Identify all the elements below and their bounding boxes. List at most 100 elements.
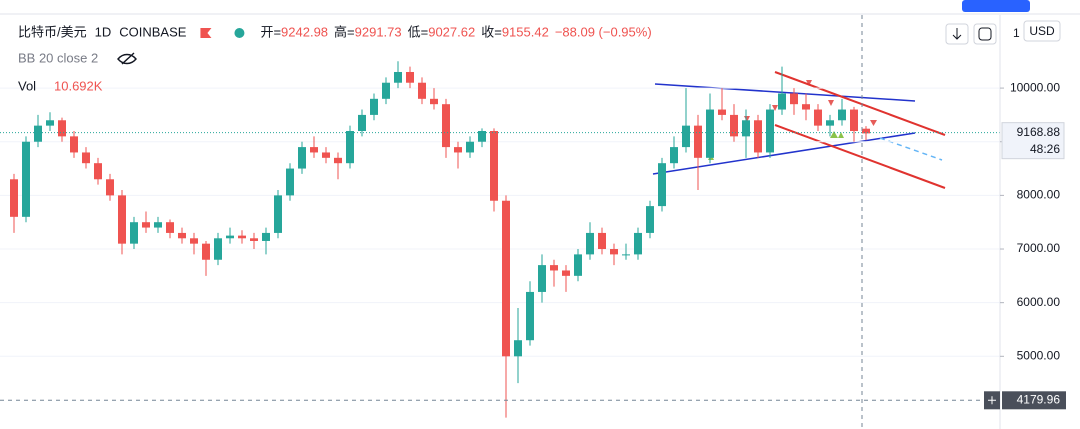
candle-body	[454, 147, 462, 153]
candle-body	[778, 93, 786, 110]
candle-body	[262, 232, 270, 241]
plus-icon	[988, 396, 996, 405]
candle-body	[142, 222, 150, 228]
ohlc-label: 高=	[334, 24, 355, 39]
candle-body	[94, 163, 102, 180]
ohlc-label: 低=	[408, 24, 429, 39]
candle-body	[382, 82, 390, 99]
trend-line	[654, 83, 916, 102]
candle-body	[634, 232, 642, 255]
candle-body	[658, 163, 666, 207]
candle-body	[214, 238, 222, 260]
candle-body	[610, 249, 618, 255]
candle-body	[430, 98, 438, 105]
candle-body	[682, 125, 690, 148]
currency-button[interactable]	[1023, 20, 1061, 42]
candle-body	[574, 254, 582, 276]
flag-icon	[200, 28, 212, 38]
hide-icon[interactable]	[117, 52, 137, 65]
candle-body	[526, 291, 534, 341]
candle-body	[154, 222, 162, 228]
candle-body	[406, 71, 414, 83]
candle-body	[178, 232, 186, 239]
candle-body	[418, 82, 426, 99]
volume-label: Vol	[18, 78, 36, 93]
candle-body	[850, 109, 858, 132]
candle-body	[766, 109, 774, 153]
price-axis	[1000, 15, 1080, 429]
candle-body	[346, 131, 354, 164]
candle-body	[286, 168, 294, 196]
candle-body	[718, 109, 726, 115]
crosshair-box	[1002, 391, 1066, 410]
candle-body	[598, 232, 606, 250]
candle-body	[802, 104, 810, 110]
candle-body	[58, 120, 66, 137]
ohlc-label: 收=	[481, 24, 502, 39]
axis-unit-marker: 1	[1013, 26, 1020, 40]
candle-body	[106, 179, 114, 196]
countdown: 48:26	[1030, 142, 1060, 156]
reset-button[interactable]	[973, 23, 997, 45]
candle-body	[250, 238, 258, 241]
candle-body	[22, 141, 30, 217]
interval: 1D	[95, 24, 112, 39]
candle-body	[814, 109, 822, 126]
volume-value: 10.692K	[54, 78, 103, 93]
candle-body	[730, 114, 738, 137]
candle-body	[130, 222, 138, 244]
candle-body	[322, 152, 330, 158]
candle-body	[838, 109, 846, 121]
candle-body	[550, 265, 558, 271]
candle-body	[70, 136, 78, 153]
y-tick-label: 10000.00	[1010, 80, 1060, 94]
candle-body	[478, 131, 486, 142]
last-price-label: 9168.88	[1017, 125, 1061, 139]
candle-body	[514, 340, 522, 357]
candle-body	[466, 141, 474, 153]
candle-body	[790, 93, 798, 105]
y-tick-label: 8000.00	[1017, 188, 1061, 202]
candle-body	[46, 120, 54, 126]
change: −88.09 (−0.95%)	[555, 24, 652, 39]
candle-body	[34, 125, 42, 142]
ohlc-value: 9155.42	[502, 24, 549, 39]
candle-body	[118, 195, 126, 244]
crosshair-label: 4179.96	[1017, 392, 1061, 406]
indicator-label: BB 20 close 2	[18, 50, 98, 65]
candle-body	[298, 147, 306, 169]
trend-line	[774, 124, 946, 189]
candle-body	[754, 120, 762, 153]
exchange: COINBASE	[119, 24, 187, 39]
symbol: 比特币/美元	[18, 24, 87, 39]
buy-marker	[708, 131, 844, 160]
ohlc-value: 9291.73	[355, 24, 402, 39]
candle-body	[706, 109, 714, 158]
status-dot	[234, 28, 245, 38]
candle-body	[538, 265, 546, 292]
candle-body	[82, 152, 90, 164]
candle-body	[358, 114, 366, 132]
ohlc-value: 9242.98	[281, 24, 328, 39]
candle-body	[826, 120, 834, 126]
candle-body	[202, 243, 210, 260]
y-tick-label: 6000.00	[1017, 295, 1061, 309]
currency: USD	[1029, 24, 1055, 38]
candle-body	[10, 179, 18, 217]
y-tick-label: 7000.00	[1017, 241, 1061, 255]
ohlc-label: 开=	[260, 24, 281, 39]
trend-line	[652, 132, 916, 175]
reset-icon	[978, 27, 992, 41]
candle-body	[490, 131, 498, 201]
candle-body	[334, 157, 342, 164]
y-tick-label: 5000.00	[1017, 348, 1061, 362]
candle-body	[742, 120, 750, 137]
trend-line	[774, 71, 946, 136]
candle-body	[274, 195, 282, 233]
candle-body	[670, 147, 678, 164]
candle-body	[226, 235, 234, 239]
candle-body	[442, 104, 450, 148]
toolbar-button[interactable]	[962, 0, 1030, 12]
candle-body	[622, 254, 630, 256]
